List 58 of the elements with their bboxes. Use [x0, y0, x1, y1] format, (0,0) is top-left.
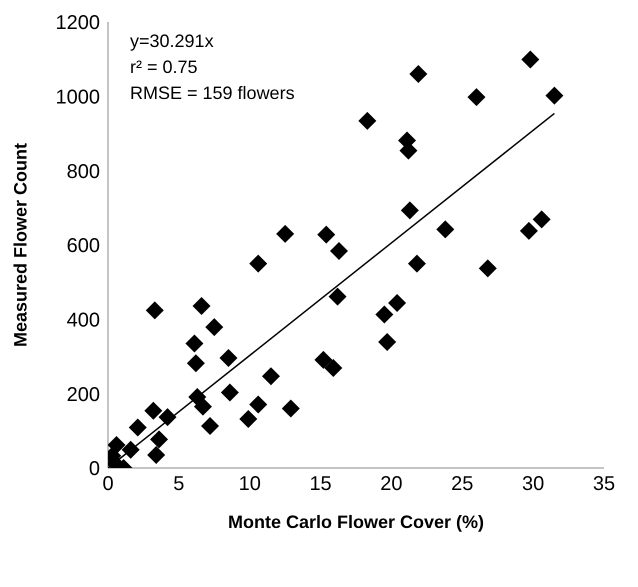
x-tick-label: 15: [309, 473, 332, 496]
point: [330, 242, 348, 260]
annotation: r² = 0.75: [130, 56, 199, 79]
point: [128, 418, 147, 436]
point: [328, 288, 347, 306]
point: [201, 417, 220, 435]
point: [205, 318, 224, 336]
point: [409, 65, 428, 84]
annotation: RMSE = 159 flowers: [130, 82, 295, 105]
point: [314, 350, 332, 369]
point: [375, 306, 394, 324]
point: [192, 296, 211, 315]
y-tick-label: 400: [66, 309, 100, 332]
point: [478, 259, 497, 278]
x-tick-label: 10: [238, 473, 261, 496]
point: [532, 210, 551, 228]
y-tick-label: 800: [66, 160, 100, 183]
point: [521, 50, 540, 69]
point: [324, 359, 342, 378]
point: [408, 254, 426, 273]
point: [276, 224, 294, 243]
point: [219, 348, 238, 367]
point: [282, 400, 300, 418]
point: [262, 367, 280, 386]
point: [249, 395, 268, 414]
y-tick-label: 1200: [56, 12, 100, 34]
point: [186, 354, 205, 372]
point: [144, 402, 162, 420]
y-tick-label: 200: [66, 384, 100, 406]
x-tick-label: 30: [522, 473, 544, 496]
point: [220, 384, 239, 402]
point: [545, 86, 564, 105]
point: [147, 446, 166, 464]
point: [378, 333, 396, 352]
point: [436, 220, 454, 238]
x-axis-title: Monte Carlo Flower Cover (%): [228, 512, 484, 532]
point: [400, 201, 419, 220]
x-tick-label: 0: [102, 473, 114, 496]
point: [317, 226, 336, 244]
point: [388, 294, 406, 312]
y-tick-label: 0: [88, 458, 100, 480]
point: [358, 112, 376, 130]
point: [194, 398, 212, 416]
point: [239, 410, 258, 428]
point: [146, 301, 164, 320]
point: [520, 222, 538, 240]
point: [185, 334, 204, 352]
x-tick-label: 20: [380, 473, 403, 496]
x-tick-label: 35: [592, 473, 616, 496]
x-tick-label: 5: [173, 473, 184, 496]
point: [249, 254, 268, 273]
annotation: y=30.291x: [130, 30, 215, 53]
x-tick-label: 25: [451, 473, 474, 496]
y-tick-label: 1000: [56, 86, 100, 108]
y-tick-label: 600: [66, 235, 100, 258]
point: [150, 430, 168, 448]
point: [467, 88, 486, 106]
y-axis-title: Measured Flower Count: [10, 142, 30, 348]
